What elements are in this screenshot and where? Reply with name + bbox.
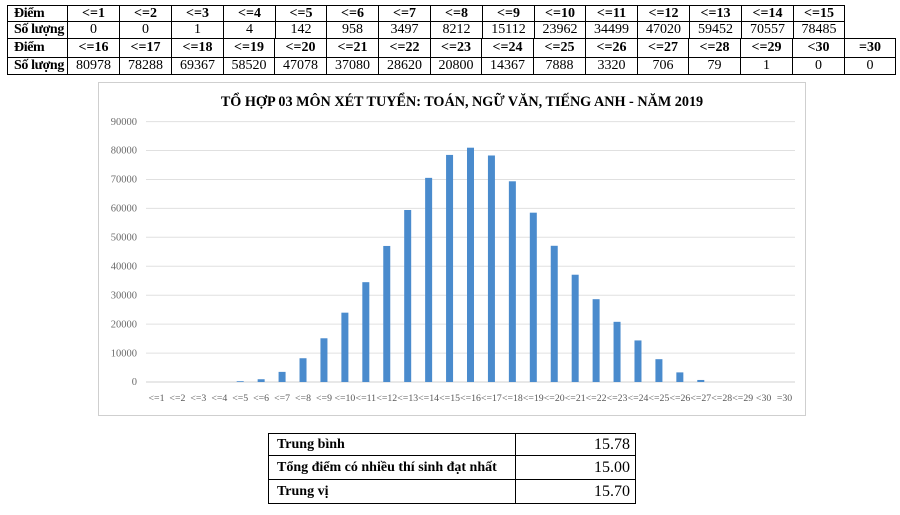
svg-text:<=24: <=24 — [628, 393, 649, 404]
svg-text:<=4: <=4 — [211, 393, 227, 404]
svg-text:90000: 90000 — [111, 117, 137, 128]
svg-text:<=28: <=28 — [711, 393, 732, 404]
svg-text:<=11: <=11 — [356, 393, 377, 404]
svg-text:<=5: <=5 — [232, 393, 248, 404]
svg-text:40000: 40000 — [111, 262, 137, 273]
svg-text:30000: 30000 — [111, 290, 137, 301]
svg-text:<=20: <=20 — [544, 393, 565, 404]
svg-text:<=10: <=10 — [334, 393, 355, 404]
svg-text:10000: 10000 — [111, 348, 137, 359]
svg-text:<=21: <=21 — [565, 393, 586, 404]
svg-text:<=15: <=15 — [439, 393, 460, 404]
svg-text:<=7: <=7 — [274, 393, 290, 404]
svg-text:<=8: <=8 — [295, 393, 311, 404]
svg-text:TỔ HỢP 03 MÔN XÉT TUYỂN: TOÁN,: TỔ HỢP 03 MÔN XÉT TUYỂN: TOÁN, NGỮ VĂN, … — [221, 92, 703, 110]
svg-text:50000: 50000 — [111, 233, 137, 244]
svg-text:<=2: <=2 — [169, 393, 185, 404]
svg-text:<30: <30 — [756, 393, 771, 404]
svg-text:<=22: <=22 — [586, 393, 607, 404]
svg-text:<=17: <=17 — [481, 393, 502, 404]
svg-text:<=27: <=27 — [690, 393, 711, 404]
svg-text:<=23: <=23 — [607, 393, 628, 404]
svg-text:<=29: <=29 — [732, 393, 753, 404]
svg-text:<=13: <=13 — [397, 393, 418, 404]
svg-text:=30: =30 — [777, 393, 792, 404]
svg-text:<=9: <=9 — [316, 393, 332, 404]
svg-text:70000: 70000 — [111, 175, 137, 186]
svg-text:<=12: <=12 — [376, 393, 397, 404]
svg-text:<=1: <=1 — [149, 393, 165, 404]
svg-text:<=19: <=19 — [523, 393, 544, 404]
svg-text:<=26: <=26 — [669, 393, 690, 404]
svg-text:0: 0 — [132, 377, 137, 388]
svg-text:<=16: <=16 — [460, 393, 481, 404]
svg-text:<=3: <=3 — [190, 393, 206, 404]
svg-text:80000: 80000 — [111, 146, 137, 157]
svg-text:20000: 20000 — [111, 319, 137, 330]
svg-text:<=25: <=25 — [648, 393, 669, 404]
svg-text:<=6: <=6 — [253, 393, 269, 404]
svg-text:<=14: <=14 — [418, 393, 439, 404]
svg-text:<=18: <=18 — [502, 393, 523, 404]
svg-text:60000: 60000 — [111, 204, 137, 215]
